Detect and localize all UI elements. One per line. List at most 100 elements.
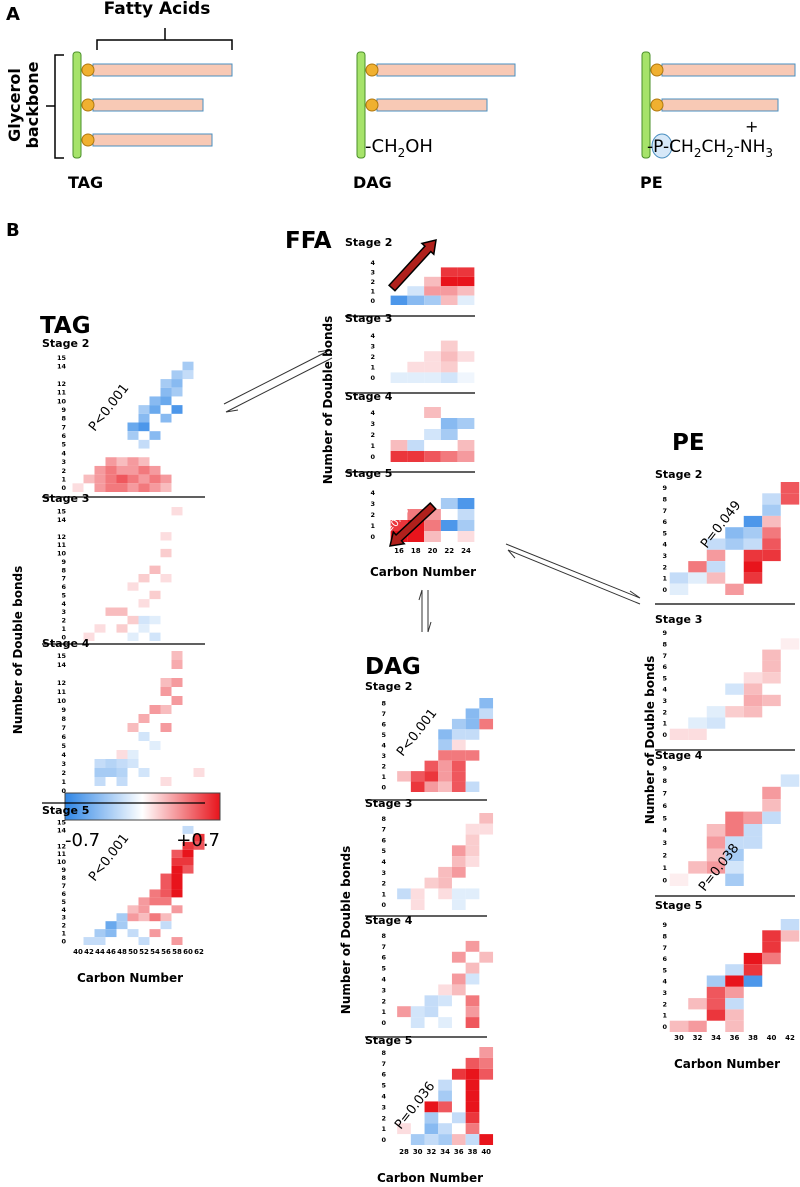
- heatmap-cell: [465, 718, 480, 730]
- heatmap-cell: [160, 723, 172, 732]
- y-tick-label: 9: [61, 558, 66, 566]
- y-tick-label: 2: [662, 1000, 667, 1008]
- heatmap-cell: [465, 940, 480, 952]
- heatmap-cell: [149, 889, 161, 898]
- y-tick-label: 7: [381, 943, 386, 951]
- x-tick-label: 48: [117, 948, 127, 956]
- stage-label: Stage 4: [345, 390, 393, 403]
- heatmap-cell: [479, 813, 494, 824]
- chain: [661, 98, 779, 112]
- stage-label: Stage 2: [42, 337, 89, 350]
- heatmap-cell: [669, 572, 689, 584]
- heatmap-cell: [127, 905, 139, 914]
- heatmap-cell: [171, 651, 183, 660]
- heatmap-cell: [451, 973, 466, 985]
- heatmap-cell: [688, 572, 707, 584]
- heatmap-cell: [116, 483, 128, 492]
- charge: +: [745, 117, 758, 136]
- heatmap-cell: [127, 457, 139, 466]
- heatmap-cell: [424, 760, 439, 772]
- y-tick-label: 2: [381, 997, 386, 1005]
- heatmap-cell: [127, 759, 139, 768]
- y-tick-label: 12: [57, 842, 66, 850]
- heatmap-cell: [725, 836, 744, 849]
- heatmap-cell: [457, 531, 475, 542]
- heatmap-cell: [743, 549, 763, 562]
- heatmap-cell: [762, 493, 781, 505]
- heatmap-cell: [390, 440, 408, 451]
- y-tick-label: 14: [57, 363, 67, 371]
- fatty-acid-bracket: [96, 28, 233, 50]
- heatmap-cell: [479, 708, 494, 719]
- heatmap-cell: [762, 660, 781, 673]
- fatty-acids-label: Fatty Acids: [104, 0, 211, 19]
- headgroup-part: OH: [405, 136, 433, 157]
- stage-label: Stage 5: [655, 899, 702, 912]
- heatmap-cell: [138, 574, 150, 583]
- y-tick-label: 7: [662, 944, 667, 952]
- headgroup-part: CH: [701, 137, 726, 157]
- heatmap-cell: [105, 457, 117, 466]
- y-tick-label: 5: [662, 966, 667, 974]
- y-tick-label: 1: [61, 930, 66, 938]
- y-tick-label: 6: [662, 955, 667, 963]
- stage-label: Stage 5: [42, 804, 89, 817]
- heatmap-cell: [149, 897, 161, 906]
- heatmap-panel: FFA Carbon Number Number of Double bonds 16…: [285, 228, 476, 579]
- heatmap-cell: [743, 824, 763, 837]
- heatmap-cell: [116, 768, 128, 777]
- y-tick-label: 4: [61, 449, 66, 457]
- heatmap-cell: [149, 465, 161, 475]
- heatmap-cell: [424, 429, 441, 440]
- heatmap-cell: [171, 678, 183, 687]
- chain: [92, 63, 233, 77]
- heatmap-cell: [182, 849, 194, 858]
- heatmap-cell: [83, 474, 95, 484]
- y-tick-label: 3: [61, 458, 66, 466]
- y-tick-label: 4: [662, 686, 667, 694]
- y-tick-label: 1: [662, 864, 667, 872]
- colorbar-tick-label: +0.7: [176, 830, 220, 851]
- heatmap-cell: [465, 962, 480, 974]
- heatmap-cell: [743, 811, 763, 824]
- heatmap-cell: [725, 811, 744, 824]
- heatmap-cell: [397, 1123, 411, 1135]
- heatmap-cell: [193, 768, 205, 777]
- heatmap-cell: [72, 483, 84, 492]
- heatmap-cell: [149, 913, 161, 922]
- x-tick-label: 32: [693, 1034, 703, 1042]
- heatmap-cell: [193, 841, 205, 850]
- heatmap-cell: [465, 1017, 480, 1028]
- heatmap-cell: [160, 913, 172, 922]
- y-tick-label: 6: [381, 1071, 386, 1079]
- heatmap-cell: [451, 781, 466, 792]
- y-tick-label: 12: [57, 533, 66, 541]
- x-tick-label: 20: [428, 547, 438, 555]
- y-tick-label: 4: [662, 541, 667, 549]
- x-tick-label: 56: [161, 948, 171, 956]
- heatmap-cell: [688, 861, 707, 874]
- heatmap-cell: [424, 1112, 439, 1124]
- y-tick-label: 1: [381, 1008, 386, 1016]
- stage-label: Stage 5: [365, 1034, 412, 1047]
- heatmap-cell: [410, 781, 425, 792]
- heatmap-cell: [138, 913, 150, 922]
- heatmap-cell: [438, 771, 452, 782]
- heatmap-cell: [138, 937, 150, 945]
- ester: [650, 63, 664, 77]
- heatmap-cell: [410, 899, 425, 910]
- heatmap-cell: [438, 1017, 452, 1028]
- y-tick-label: 3: [662, 989, 667, 997]
- heatmap-cell: [780, 930, 800, 942]
- heatmap-cell: [743, 515, 763, 528]
- y-tick-label: 6: [662, 802, 667, 810]
- heatmap-cell: [424, 286, 441, 296]
- y-tick-label: 1: [61, 475, 66, 483]
- y-tick-label: 8: [662, 932, 667, 940]
- heatmap-cell: [706, 986, 726, 999]
- heatmap-cell: [424, 451, 441, 462]
- heatmap-cell: [171, 865, 183, 874]
- heatmap-cell: [688, 717, 707, 729]
- panel-title: TAG: [40, 313, 91, 339]
- y-tick-label: 14: [57, 661, 67, 669]
